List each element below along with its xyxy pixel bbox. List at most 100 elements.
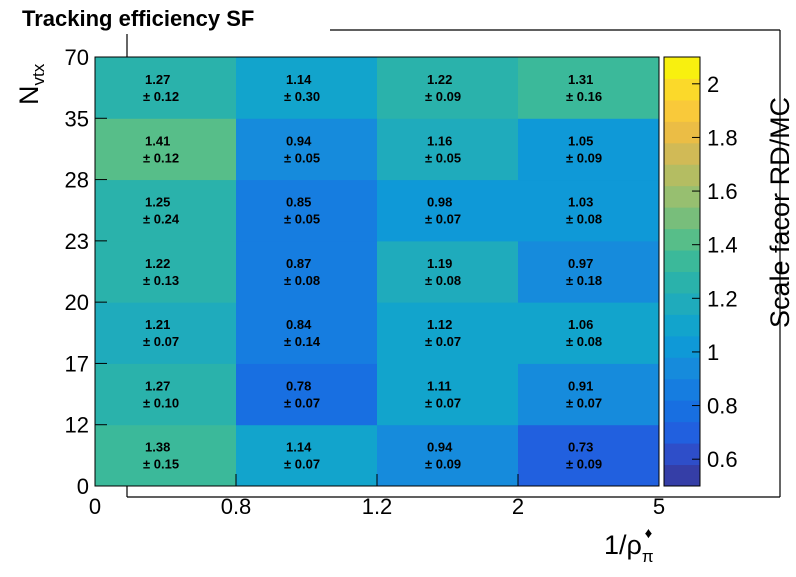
heatmap-cell bbox=[236, 118, 378, 181]
cell-value-label: 0.97 bbox=[568, 256, 593, 271]
colorbar-tick-label: 1.6 bbox=[707, 179, 738, 204]
heatmap-cell bbox=[95, 179, 237, 242]
heatmap-cell bbox=[518, 363, 660, 426]
y-tick-label: 35 bbox=[65, 106, 89, 131]
colorbar-swatch bbox=[664, 271, 700, 294]
cell-value-label: 1.16 bbox=[427, 133, 452, 148]
cell-value-label: 1.27 bbox=[145, 378, 170, 393]
x-tick-label: 5 bbox=[653, 494, 665, 519]
cell-value-label: 1.03 bbox=[568, 195, 593, 210]
heatmap-cell bbox=[95, 302, 237, 364]
heatmap-cell bbox=[236, 240, 378, 303]
x-tick-label: 1.2 bbox=[362, 494, 393, 519]
cell-error-label: ± 0.30 bbox=[284, 89, 320, 104]
heatmap-cell bbox=[95, 363, 237, 426]
colorbar-swatch bbox=[664, 421, 700, 444]
heatmap-cell bbox=[377, 240, 519, 303]
colorbar: 0.6 0.8 1 1.2 1.4 1.6 1.8 2 bbox=[663, 56, 738, 487]
colorbar-swatch bbox=[664, 314, 700, 337]
x-tick-label: 2 bbox=[512, 494, 524, 519]
heatmap-cell bbox=[236, 57, 378, 119]
x-tick-label: 0.8 bbox=[221, 494, 252, 519]
colorbar-tick-label: 0.8 bbox=[707, 394, 738, 419]
colorbar-frame bbox=[663, 56, 701, 487]
cell-value-label: 1.38 bbox=[145, 440, 170, 455]
cell-error-label: ± 0.15 bbox=[143, 457, 179, 472]
colorbar-swatch bbox=[664, 443, 700, 466]
colorbar-swatch bbox=[664, 164, 700, 187]
colorbar-swatch bbox=[664, 78, 700, 101]
cell-value-label: 1.22 bbox=[145, 256, 170, 271]
cell-value-label: 1.25 bbox=[145, 195, 170, 210]
heatmap-cell bbox=[95, 240, 237, 303]
heatmap-cell bbox=[236, 424, 378, 487]
cell-value-label: 1.21 bbox=[145, 317, 170, 332]
colorbar-swatch bbox=[664, 292, 700, 315]
cell-error-label: ± 0.09 bbox=[425, 457, 461, 472]
cell-error-label: ± 0.07 bbox=[284, 457, 320, 472]
cell-error-label: ± 0.07 bbox=[566, 395, 602, 410]
cell-error-label: ± 0.09 bbox=[425, 89, 461, 104]
cell-value-label: 0.91 bbox=[568, 378, 593, 393]
cell-value-label: 1.27 bbox=[145, 72, 170, 87]
cell-value-label: 1.19 bbox=[427, 256, 452, 271]
heatmap-cell bbox=[377, 118, 519, 181]
colorbar-swatch bbox=[664, 335, 700, 358]
y-tick-label: 12 bbox=[65, 413, 89, 438]
colorbar-tick-label: 1.8 bbox=[707, 125, 738, 150]
y-tick-label: 70 bbox=[65, 45, 89, 70]
heatmap-cell bbox=[518, 240, 660, 303]
heatmap-cells bbox=[95, 57, 660, 487]
heatmap-cell bbox=[518, 179, 660, 242]
cell-error-label: ± 0.24 bbox=[143, 212, 180, 227]
cell-error-label: ± 0.05 bbox=[425, 150, 461, 165]
cell-error-label: ± 0.07 bbox=[284, 395, 320, 410]
heatmap-cell bbox=[95, 57, 237, 119]
chart-title: Tracking efficiency SF bbox=[22, 6, 255, 31]
colorbar-label: Scale facor RD/MC bbox=[765, 97, 795, 328]
colorbar-swatch bbox=[664, 142, 700, 165]
cell-error-label: ± 0.13 bbox=[143, 273, 179, 288]
colorbar-swatch bbox=[664, 57, 700, 79]
heatmap-cell bbox=[377, 179, 519, 242]
cell-value-label: 0.94 bbox=[286, 133, 312, 148]
cell-error-label: ± 0.08 bbox=[425, 273, 461, 288]
cell-value-label: 0.85 bbox=[286, 195, 311, 210]
heatmap-cell bbox=[377, 57, 519, 119]
heatmap-cell bbox=[377, 302, 519, 364]
colorbar-tick-label: 1.4 bbox=[707, 233, 738, 258]
cell-error-label: ± 0.09 bbox=[566, 457, 602, 472]
cell-error-label: ± 0.05 bbox=[284, 150, 320, 165]
cell-value-label: 1.14 bbox=[286, 72, 312, 87]
heatmap-cell bbox=[518, 302, 660, 364]
heatmap-cell bbox=[95, 424, 237, 487]
cell-value-label: 1.22 bbox=[427, 72, 452, 87]
colorbar-swatch bbox=[664, 378, 700, 401]
colorbar-swatch bbox=[664, 121, 700, 144]
heatmap-cell bbox=[236, 363, 378, 426]
cell-error-label: ± 0.07 bbox=[425, 334, 461, 349]
colorbar-tick-label: 1 bbox=[707, 340, 719, 365]
colorbar-swatch bbox=[664, 99, 700, 122]
colorbar-tick-label: 2 bbox=[707, 72, 719, 97]
cell-error-label: ± 0.08 bbox=[566, 334, 602, 349]
cell-value-label: 1.14 bbox=[286, 440, 312, 455]
heatmap-cell bbox=[236, 179, 378, 242]
colorbar-swatch bbox=[664, 185, 700, 208]
y-tick-label: 17 bbox=[65, 351, 89, 376]
cell-value-label: 0.98 bbox=[427, 195, 452, 210]
heatmap-cell bbox=[236, 302, 378, 364]
cell-error-label: ± 0.05 bbox=[284, 212, 320, 227]
cell-error-label: ± 0.07 bbox=[425, 212, 461, 227]
cell-value-label: 0.94 bbox=[427, 440, 453, 455]
colorbar-swatch bbox=[664, 357, 700, 380]
cell-error-label: ± 0.18 bbox=[566, 273, 602, 288]
x-axis-label: 1/ρπ♦ bbox=[604, 525, 654, 566]
cell-value-label: 0.84 bbox=[286, 317, 312, 332]
cell-error-label: ± 0.07 bbox=[425, 395, 461, 410]
cell-value-label: 1.41 bbox=[145, 133, 170, 148]
cell-value-label: 0.78 bbox=[286, 378, 311, 393]
heatmap-cell bbox=[518, 57, 660, 119]
